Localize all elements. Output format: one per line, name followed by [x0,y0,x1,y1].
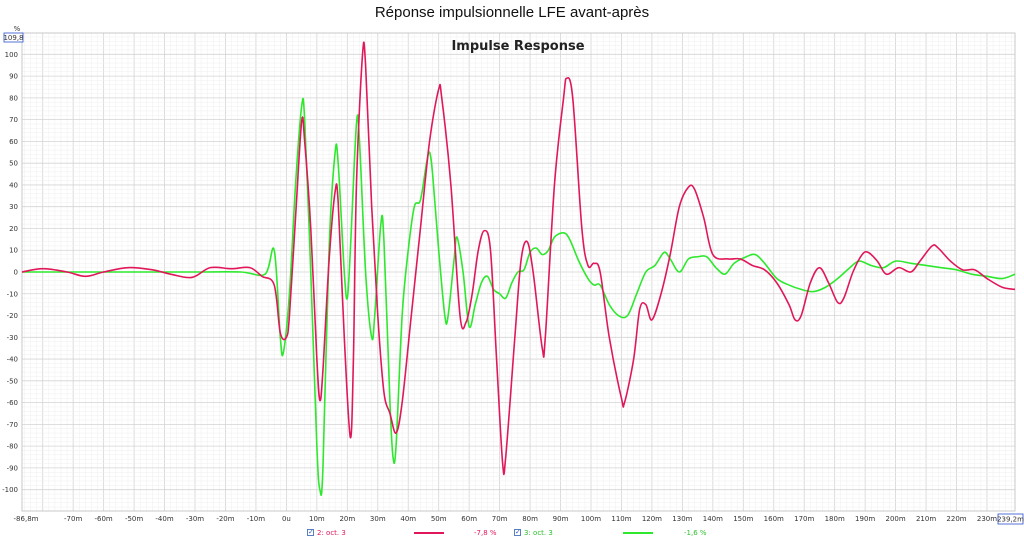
series-2-checkbox[interactable]: ✓ [514,529,521,536]
x-tick-label: -70m [64,515,82,523]
x-tick-label: 210m [916,515,936,523]
x-tick-label: 90m [553,515,569,523]
y-tick-label: 10 [9,247,18,255]
series-1-checkbox[interactable]: ✓ [307,529,314,536]
x-tick-label: 10m [309,515,325,523]
y-tick-label: 80 [9,94,18,102]
series-line-2 [22,97,1016,496]
y-tick-label: -80 [7,443,18,451]
y-tick-label: -40 [7,356,18,364]
y-tick-label: 60 [9,138,18,146]
x-max-label: 239,2m [997,516,1024,524]
series-2-swatch [623,532,653,534]
x-tick-label: 110m [611,515,631,523]
x-tick-label: 50m [431,515,447,523]
x-tick-label: -30m [186,515,204,523]
series-2-value: -1,6 % [684,529,707,537]
y-max-label: 109,8 [3,34,23,42]
x-tick-label: 190m [855,515,875,523]
y-tick-label: -70 [7,421,18,429]
x-min-label: -86,8m [14,515,39,523]
x-tick-label: -10m [247,515,265,523]
x-tick-label: 180m [825,515,845,523]
x-tick-label: 100m [581,515,601,523]
x-tick-label: 40m [400,515,416,523]
y-tick-label: 90 [9,73,18,81]
series-line-1 [21,41,1016,476]
series-1-name: 2: oct. 3 [317,529,346,537]
x-tick-label: 150m [733,515,753,523]
y-tick-label: -50 [7,377,18,385]
y-tick-label: 0 [14,269,18,277]
x-tick-label: 220m [946,515,966,523]
y-tick-label: 100 [5,51,18,59]
x-tick-label: 200m [886,515,906,523]
y-tick-label: 70 [9,116,18,124]
y-unit-label: % [14,25,21,33]
x-tick-label: 170m [794,515,814,523]
y-tick-label: -100 [2,486,18,494]
x-tick-label: 160m [764,515,784,523]
x-axis-ticks: -70m -60m -50m -40m -30m -20m -10m 0u 10m 20m 30m 4… [64,515,997,523]
x-tick-label: 0u [282,515,291,523]
y-tick-label: 40 [9,181,18,189]
series-2-name: 3: oct. 3 [524,529,553,537]
x-tick-label: 20m [339,515,355,523]
y-tick-label: 50 [9,160,18,168]
x-tick-label: -20m [216,515,234,523]
y-tick-label: 30 [9,203,18,211]
x-tick-label: -60m [95,515,113,523]
y-max-box[interactable] [3,32,24,43]
x-tick-label: 70m [492,515,508,523]
x-tick-label: 130m [672,515,692,523]
x-tick-label: -40m [155,515,173,523]
y-tick-label: -20 [7,312,18,320]
page-title: Réponse impulsionnelle LFE avant-après [374,4,650,21]
series-1-swatch [414,532,444,534]
y-tick-label: -30 [7,334,18,342]
y-axis-ticks: 1009080706050403020100-10-20-30-40-50-60… [2,51,18,494]
y-tick-label: -90 [7,464,18,472]
x-tick-label: 120m [642,515,662,523]
y-tick-label: -10 [7,290,18,298]
x-tick-label: 30m [370,515,386,523]
series-1-value: -7,8 % [474,529,497,537]
x-tick-label: -50m [125,515,143,523]
x-tick-label: 60m [461,515,477,523]
chart-title: Impulse Response [451,39,584,54]
x-tick-label: 230m [977,515,997,523]
x-tick-label: 80m [522,515,538,523]
x-max-box[interactable] [997,513,1024,525]
y-tick-label: 20 [9,225,18,233]
x-tick-label: 140m [703,515,723,523]
series-lines [21,41,1016,496]
y-tick-label: -60 [7,399,18,407]
